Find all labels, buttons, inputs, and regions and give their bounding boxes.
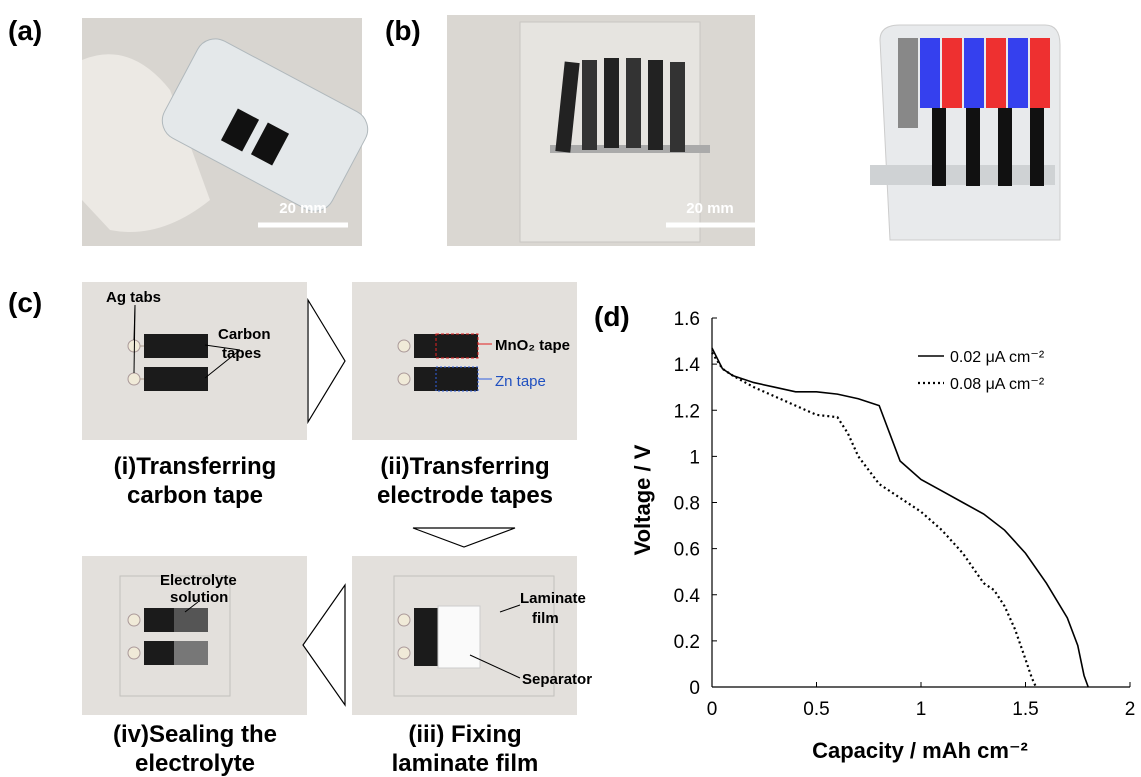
caption: (iii) Fixing (408, 721, 521, 748)
annotation: MnO₂ tape (495, 337, 570, 354)
y-tick-label: 1.6 (674, 309, 700, 330)
annotation: Zn tape (495, 373, 546, 390)
annotation: film (532, 610, 559, 627)
caption: laminate film (392, 750, 539, 777)
y-tick-label: 0.8 (674, 494, 700, 515)
x-tick-label: 0 (707, 699, 718, 720)
caption: (iv)Sealing the (113, 721, 277, 748)
y-tick-label: 0.6 (674, 540, 700, 561)
legend-label: 0.08 μA cm⁻² (950, 376, 1045, 393)
data-line (712, 348, 1088, 687)
y-axis-label: Voltage / V (630, 444, 655, 555)
x-tick-label: 1.5 (1012, 699, 1038, 720)
x-tick-label: 1 (916, 699, 927, 720)
caption: electrolyte (135, 750, 255, 777)
y-tick-label: 1 (689, 447, 700, 468)
figure: (a) 20 mm (b) 20 mm (0, 0, 1141, 777)
annotation: Ag tabs (106, 289, 161, 306)
scale-bar-label: 20 mm (686, 200, 734, 217)
y-tick-label: 1.2 (674, 401, 700, 422)
legend-label: 0.02 μA cm⁻² (950, 349, 1045, 366)
caption: (ii)Transferring (380, 453, 549, 480)
plot: 0 0.2 0.4 0.6 0.8 1 1.2 1.4 1.6 0 0.5 1 1.5 2 0.02 μA … (674, 309, 1136, 720)
y-tick-label: 0.2 (674, 632, 700, 653)
photo-a (82, 18, 375, 246)
annotation: Separator (522, 671, 592, 688)
annotation: Electrolyte (160, 572, 237, 589)
caption: (i)Transferring (114, 453, 277, 480)
annotation: Carbon (218, 326, 271, 343)
x-tick-label: 2 (1125, 699, 1136, 720)
y-tick-label: 1.4 (674, 355, 701, 376)
annotation: solution (170, 589, 228, 606)
panel-label: (b) (385, 15, 421, 46)
panel-label: (d) (594, 301, 630, 332)
panel-label: (c) (8, 287, 42, 318)
panel-label: (a) (8, 15, 42, 46)
x-tick-label: 0.5 (803, 699, 829, 720)
x-axis-label: Capacity / mAh cm⁻² (812, 738, 1028, 763)
scale-bar-label: 20 mm (279, 200, 327, 217)
y-tick-label: 0.4 (674, 586, 701, 607)
caption: carbon tape (127, 482, 263, 509)
y-tick-label: 0 (689, 678, 700, 699)
render-3d (870, 25, 1060, 240)
annotation: tapes (222, 345, 261, 362)
caption: electrode tapes (377, 482, 553, 509)
data-line (712, 353, 1036, 687)
annotation: Laminate (520, 590, 586, 607)
